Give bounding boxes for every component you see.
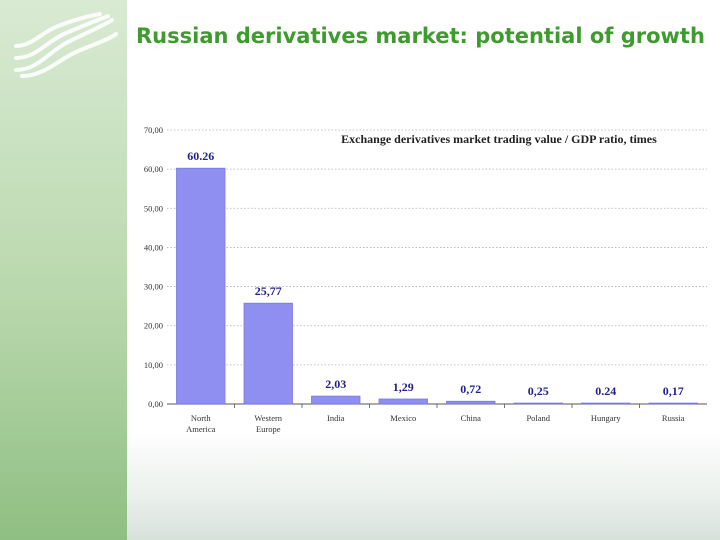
data-label: 25,77 bbox=[255, 284, 282, 298]
y-tick-label: 70,00 bbox=[144, 125, 163, 135]
x-tick-label: Poland bbox=[526, 413, 550, 423]
y-tick-label: 30,00 bbox=[144, 282, 163, 292]
bar-chart: Exchange derivatives market trading valu… bbox=[144, 125, 707, 434]
data-label: 0,25 bbox=[528, 384, 549, 398]
data-label: 1,29 bbox=[393, 380, 414, 394]
data-label: 0,17 bbox=[663, 384, 684, 398]
y-tick-label: 50,00 bbox=[144, 203, 163, 213]
data-label: 0,72 bbox=[460, 382, 481, 396]
x-tick-label: India bbox=[327, 413, 345, 423]
stylized-s-logo-icon bbox=[14, 12, 118, 78]
data-label: 2,03 bbox=[325, 377, 346, 391]
x-tick-label: Hungary bbox=[591, 413, 621, 423]
data-label: 0.24 bbox=[595, 384, 616, 398]
x-tick-label: Russia bbox=[662, 413, 685, 423]
x-tick-label: Western Europe bbox=[254, 413, 282, 434]
y-tick-label: 40,00 bbox=[144, 242, 163, 252]
bar bbox=[311, 395, 361, 405]
data-label: 60.26 bbox=[187, 149, 214, 163]
bar bbox=[378, 398, 428, 405]
y-tick-label: 20,00 bbox=[144, 321, 163, 331]
bar bbox=[176, 167, 226, 405]
page-title: Russian derivatives market: potential of… bbox=[136, 24, 705, 48]
chart-title: Exchange derivatives market trading valu… bbox=[341, 132, 657, 146]
bar bbox=[243, 302, 293, 405]
sidebar-band bbox=[0, 0, 127, 540]
x-tick-label: Mexico bbox=[390, 413, 416, 423]
bar bbox=[648, 402, 698, 405]
x-tick-label: North America bbox=[186, 413, 215, 434]
background-decoration bbox=[127, 430, 720, 540]
bar bbox=[581, 402, 631, 405]
x-tick-label: China bbox=[461, 413, 482, 423]
y-tick-label: 60,00 bbox=[144, 164, 163, 174]
bar bbox=[513, 402, 563, 405]
y-tick-label: 10,00 bbox=[144, 360, 163, 370]
bar bbox=[446, 400, 496, 405]
y-tick-label: 0,00 bbox=[148, 399, 163, 409]
